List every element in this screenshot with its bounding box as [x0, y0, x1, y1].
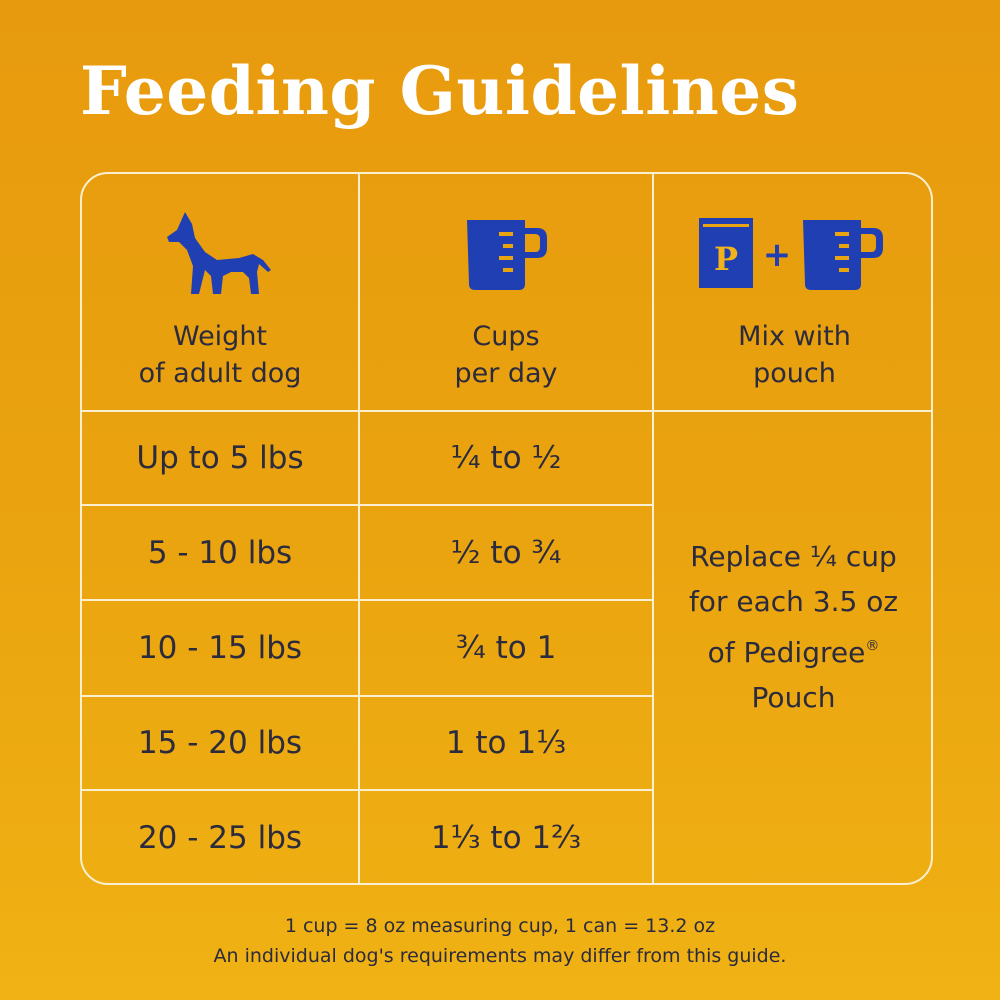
row-divider [82, 789, 652, 791]
footnote-line2: An individual dog's requirements may dif… [213, 945, 787, 967]
row-divider [82, 410, 652, 412]
header-cups-line1: Cups [472, 321, 540, 352]
cups-cell: 1 to 1⅓ [445, 725, 567, 761]
header-cups-line2: per day [454, 358, 558, 389]
header-weight-line2: of adult dog [138, 358, 302, 389]
measuring-cup-icon [463, 204, 549, 304]
pouch-plus-cup-icon: P + [695, 204, 895, 304]
mix-note-line1: Replace ¼ cup [690, 540, 897, 573]
header-weight: Weight of adult dog [82, 174, 358, 412]
page-title: Feeding Guidelines [80, 52, 800, 130]
mix-note-line4: Pouch [751, 681, 836, 714]
weight-cell: 10 - 15 lbs [137, 630, 303, 666]
mix-note-line2: for each 3.5 oz [688, 585, 899, 618]
cups-cell: ½ to ¾ [450, 534, 562, 571]
column-divider [652, 174, 654, 883]
row-divider [82, 504, 652, 506]
weight-cell: 5 - 10 lbs [147, 534, 293, 571]
cups-cell: ¾ to 1 [455, 630, 557, 666]
header-weight-label: Weight of adult dog [139, 318, 302, 392]
header-weight-line1: Weight [172, 321, 268, 352]
dog-icon [165, 204, 275, 304]
feeding-table: Weight of adult dog Cups per day P [80, 172, 933, 885]
row-divider [652, 410, 931, 412]
weight-cell: 20 - 25 lbs [137, 820, 303, 856]
weight-cell: 15 - 20 lbs [137, 725, 303, 761]
weight-cell: Up to 5 lbs [136, 440, 304, 476]
registered-mark: ® [865, 638, 880, 654]
cups-cell: ¼ to ½ [450, 440, 562, 476]
mix-note: Replace ¼ cup for each 3.5 oz of Pedigre… [654, 534, 931, 720]
footnote-line1: 1 cup = 8 oz measuring cup, 1 can = 13.2… [284, 915, 716, 937]
mix-note-line3: of Pedigree® [654, 624, 931, 675]
column-divider [358, 174, 360, 883]
plus-sign: + [762, 235, 791, 275]
mix-note-line3-text: of Pedigree [707, 636, 866, 669]
header-mix: P + Mix with pouch [654, 174, 931, 412]
row-divider [82, 599, 652, 601]
header-mix-line2: pouch [753, 358, 836, 389]
header-cups: Cups per day [360, 174, 652, 412]
header-mix-label: Mix with pouch [738, 318, 851, 392]
cups-cell: 1⅓ to 1⅔ [430, 820, 582, 856]
pouch-letter: P [713, 240, 737, 278]
footnote: 1 cup = 8 oz measuring cup, 1 can = 13.2… [0, 911, 1000, 971]
header-cups-label: Cups per day [454, 318, 557, 392]
header-mix-line1: Mix with [738, 321, 851, 352]
row-divider [82, 695, 652, 697]
